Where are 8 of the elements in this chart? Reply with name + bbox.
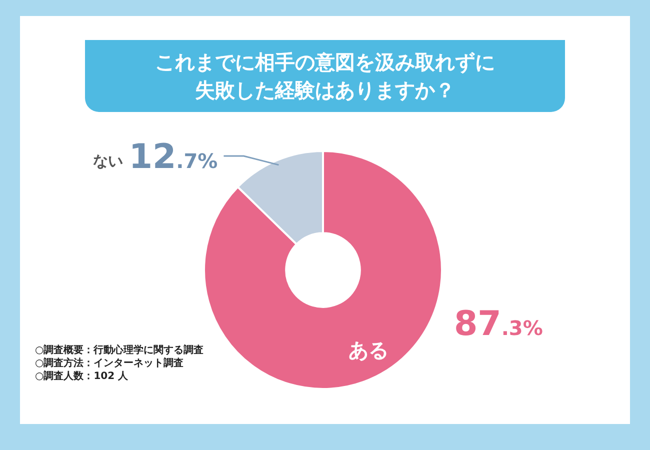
- text: ○調査人数：102 人: [35, 370, 130, 383]
- data-label: 12.7%: [128, 137, 218, 177]
- slice-label: ある: [348, 338, 388, 362]
- text: ○調査方法：インターネット調査: [35, 357, 185, 370]
- data-label: 87.3%: [454, 304, 543, 344]
- slice-label: ない: [92, 152, 123, 170]
- chart-title: これまでに相手の意図を汲み取れずに失敗した経験はありますか？: [155, 49, 495, 104]
- text: ○調査概要：行動心理学に関する調査: [35, 344, 204, 357]
